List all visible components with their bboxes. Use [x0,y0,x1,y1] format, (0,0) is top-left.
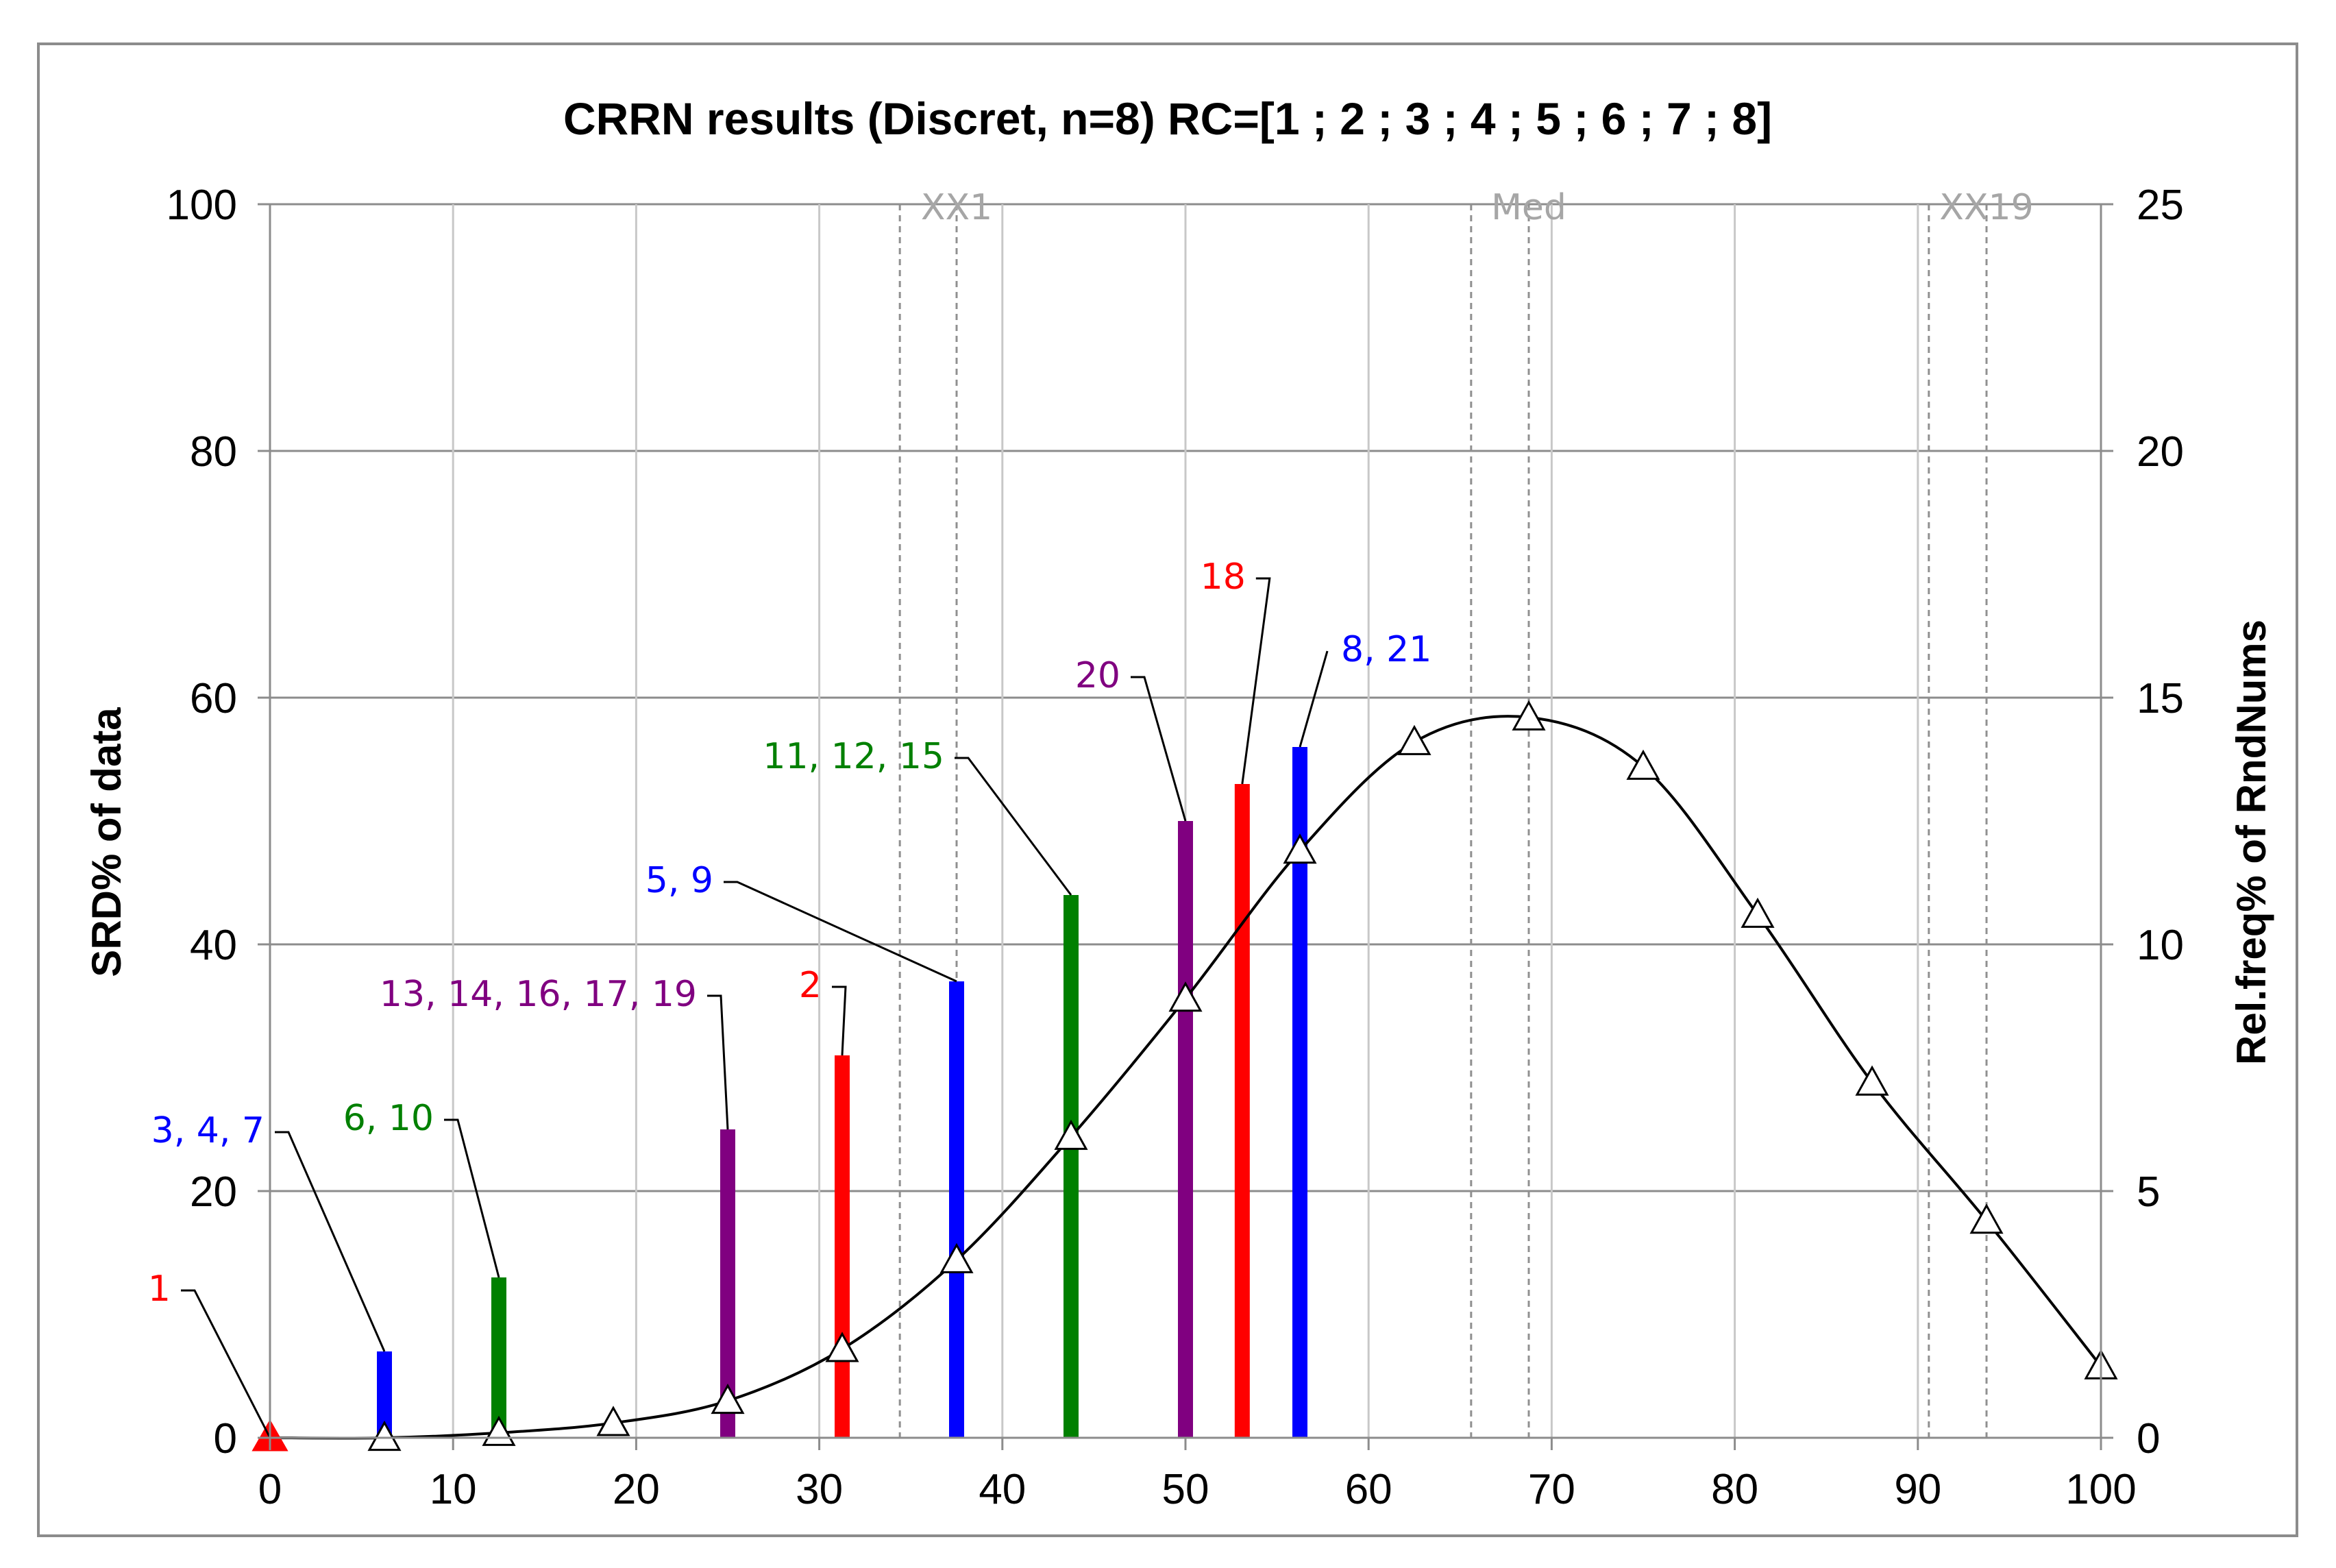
label-leader-line [275,1131,386,1352]
bar-value-label: 18 [1201,556,1246,598]
x-tick-label: 30 [796,1466,843,1513]
y-tick-label: 80 [190,428,237,476]
bar-value-label: 13, 14, 16, 17, 19 [380,974,697,1015]
x-tick-label: 0 [258,1466,282,1513]
label-leader-line [181,1289,271,1438]
y2-tick-label: 10 [2137,922,2184,969]
bar [720,1129,735,1438]
x-tick-label: 80 [1711,1466,1758,1513]
curve-point-marker [596,1406,630,1436]
curve-point-marker [825,1332,859,1362]
label-leader-line [724,881,957,983]
curve-point-marker [711,1383,745,1414]
bar [377,1351,392,1438]
bar-value-label: 5, 9 [646,860,713,901]
bar-value-label: 3, 4, 7 [151,1110,265,1151]
curve-point-marker [1741,897,1775,928]
y-tick-label: 60 [190,675,237,722]
reference-lines: XX1 Med XX19 [898,187,2034,1438]
bar [1178,821,1193,1438]
bar-value-label: 11, 12, 15 [763,736,944,777]
x-tick-label: 90 [1894,1466,1941,1513]
curve-point-marker [1512,700,1546,731]
y2-tick-label: 25 [2137,182,2184,229]
y-tick-label: 0 [214,1415,237,1462]
bar-value-label: 6, 10 [343,1098,434,1139]
reference-line-label: XX1 [921,187,992,228]
bar [1292,747,1307,1438]
curve-point-marker [1397,724,1431,755]
label-leader-line [955,757,1072,896]
label-leader-line [1299,650,1329,748]
bar-value-label: 8, 21 [1341,629,1431,670]
y2-axis-label: Rel.freq% of RndNums [2228,620,2274,1065]
x-tick-label: 40 [979,1466,1026,1513]
bar [835,1055,850,1438]
bar [491,1277,506,1438]
y-tick-label: 100 [167,182,237,229]
bars-group [377,747,1307,1438]
curve-point-marker [367,1420,402,1451]
curve-point-marker [939,1242,974,1273]
curve-point-marker [1168,981,1203,1012]
y-axis-label: SRD% of data [84,707,130,977]
x-tick-label: 20 [613,1466,660,1513]
bar-labels-group: 1 3, 4, 7 6, 10 13, 14, 16, 17, 19 2 5, 9 11, … [148,556,1431,1438]
label-leader-line [444,1118,500,1278]
y2-tick-label: 0 [2137,1415,2160,1462]
label-leader-line [1241,577,1271,785]
x-tick-label: 70 [1528,1466,1575,1513]
curve-point-marker [1855,1065,1889,1096]
chart-border [37,42,2298,1537]
y2-tick-label: 20 [2137,428,2184,476]
curve-point-marker [1969,1203,2004,1234]
y2-tick-label: 5 [2137,1168,2160,1216]
curve-point-marker [1283,833,1317,864]
x-tick-label: 10 [430,1466,477,1513]
bar-value-label: 1 [148,1269,171,1310]
label-leader-line [1131,676,1187,822]
label-leader-line [832,985,847,1056]
x-tick-label: 60 [1345,1466,1392,1513]
y-tick-label: 40 [190,922,237,969]
curve-point-marker [1626,749,1660,780]
y-tick-label: 20 [190,1168,237,1216]
y2-tick-label: 15 [2137,675,2184,722]
bar [1234,784,1250,1438]
x-tick-label: 100 [2065,1466,2136,1513]
bar-value-label: 20 [1075,655,1120,696]
label-leader-line [707,994,729,1130]
bar [949,981,964,1438]
reference-line-label: XX19 [1939,187,2033,228]
bar-value-label: 2 [799,965,822,1006]
reference-line-label: Med [1491,187,1566,228]
bar [1064,895,1079,1438]
curve-point-marker [1054,1119,1088,1150]
x-tick-label: 50 [1162,1466,1209,1513]
chart-title: CRRN results (Discret, n=8) RC=[1 ; 2 ; … [563,93,1772,144]
